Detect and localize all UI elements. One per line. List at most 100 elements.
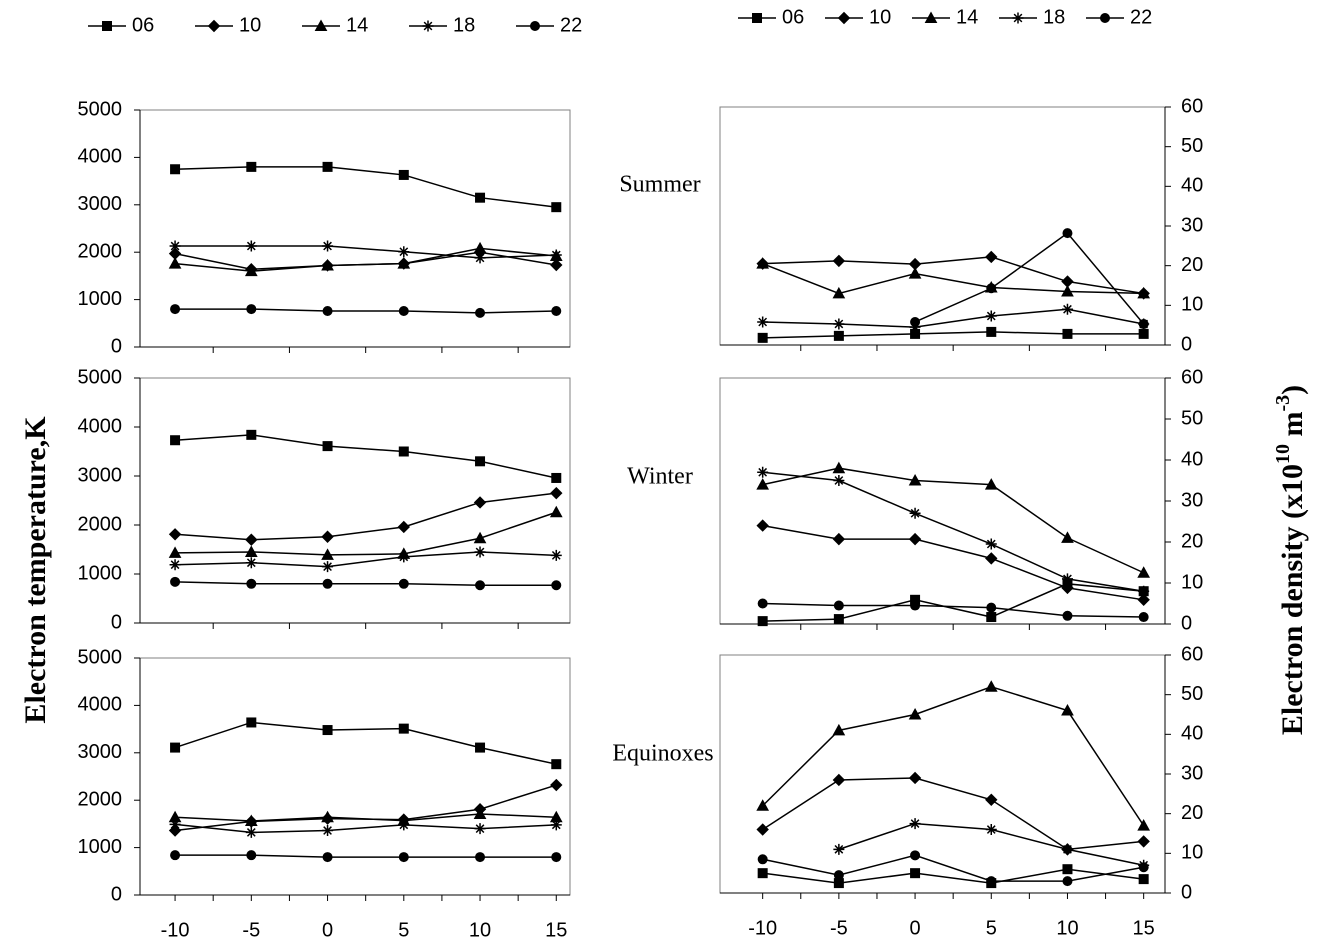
series-line bbox=[762, 262, 1144, 295]
marker bbox=[833, 870, 844, 881]
series-line bbox=[762, 256, 1144, 295]
marker bbox=[322, 561, 334, 573]
marker bbox=[170, 576, 181, 587]
plot-area bbox=[719, 654, 1166, 894]
marker bbox=[1061, 573, 1073, 585]
marker bbox=[1138, 328, 1149, 339]
marker bbox=[550, 819, 562, 831]
marker bbox=[757, 316, 769, 328]
y-tick-label: 5000 bbox=[78, 646, 123, 668]
marker bbox=[909, 507, 921, 519]
marker bbox=[245, 240, 257, 252]
marker bbox=[169, 559, 181, 571]
marker bbox=[1137, 819, 1151, 831]
series-line bbox=[762, 524, 1144, 601]
y-axis-title-part: ) bbox=[1276, 385, 1309, 395]
y-tick-label: 3000 bbox=[78, 741, 123, 763]
legend-label: 18 bbox=[1043, 6, 1065, 28]
marker bbox=[1061, 581, 1074, 595]
series-line bbox=[762, 471, 1144, 592]
marker bbox=[549, 505, 563, 518]
marker bbox=[1137, 835, 1150, 848]
marker bbox=[1062, 864, 1073, 875]
marker bbox=[986, 876, 997, 887]
marker bbox=[321, 530, 334, 543]
marker bbox=[473, 496, 487, 509]
marker bbox=[1138, 612, 1149, 623]
marker bbox=[473, 807, 487, 819]
marker bbox=[1061, 703, 1074, 716]
marker bbox=[474, 252, 486, 264]
x-tick-label: -5 bbox=[830, 917, 848, 939]
y-tick-label: 20 bbox=[1181, 802, 1203, 824]
series-line bbox=[762, 868, 1144, 884]
y-tick-label: 50 bbox=[1181, 135, 1203, 157]
panel-title: Winter bbox=[627, 464, 693, 490]
marker bbox=[314, 19, 328, 31]
marker bbox=[1062, 876, 1073, 887]
y-axis-title: Electron temperature,K bbox=[19, 416, 52, 724]
marker bbox=[833, 330, 844, 341]
marker bbox=[1137, 593, 1150, 607]
marker bbox=[1061, 284, 1074, 297]
y-tick-label: 60 bbox=[1181, 643, 1203, 665]
panel-title: Equinoxes bbox=[612, 741, 713, 767]
marker bbox=[398, 819, 410, 831]
marker bbox=[1012, 12, 1024, 24]
marker bbox=[398, 446, 409, 457]
series-line bbox=[762, 854, 1144, 882]
legend-label: 22 bbox=[1130, 6, 1152, 28]
marker bbox=[1137, 566, 1151, 578]
marker bbox=[398, 852, 409, 863]
marker bbox=[986, 612, 997, 623]
y-tick-label: 1000 bbox=[78, 836, 123, 858]
marker bbox=[422, 20, 434, 32]
marker bbox=[908, 707, 922, 720]
series-line bbox=[762, 583, 1144, 622]
marker bbox=[984, 680, 998, 692]
x-tick-label: 5 bbox=[986, 917, 997, 939]
marker bbox=[398, 551, 410, 563]
marker bbox=[985, 793, 998, 806]
marker bbox=[757, 332, 768, 343]
marker bbox=[757, 868, 768, 879]
marker bbox=[550, 549, 562, 561]
marker bbox=[322, 578, 333, 589]
marker bbox=[986, 283, 997, 294]
marker bbox=[321, 258, 334, 271]
y-tick-label: 40 bbox=[1181, 448, 1203, 470]
y-tick-label: 10 bbox=[1181, 294, 1203, 316]
marker bbox=[474, 546, 486, 558]
marker bbox=[1138, 862, 1149, 873]
x-tick-label: 15 bbox=[545, 919, 567, 941]
marker bbox=[1138, 874, 1149, 885]
marker bbox=[1062, 328, 1073, 339]
marker bbox=[475, 580, 486, 591]
series-line bbox=[175, 854, 557, 858]
marker bbox=[322, 441, 333, 452]
marker bbox=[985, 250, 998, 264]
marker bbox=[756, 478, 770, 490]
marker bbox=[832, 773, 846, 787]
y-tick-label: 5000 bbox=[78, 98, 123, 120]
marker bbox=[398, 723, 409, 734]
series-line bbox=[762, 602, 1144, 618]
legend-label: 14 bbox=[346, 14, 368, 36]
marker bbox=[832, 254, 846, 268]
marker bbox=[551, 202, 562, 213]
marker bbox=[832, 461, 846, 474]
marker bbox=[245, 826, 257, 838]
marker bbox=[244, 264, 258, 277]
marker bbox=[473, 531, 487, 544]
marker bbox=[170, 850, 181, 861]
marker bbox=[550, 486, 563, 500]
marker bbox=[398, 169, 409, 180]
marker bbox=[551, 472, 562, 483]
series-line bbox=[175, 551, 557, 568]
y-tick-label: 4000 bbox=[78, 146, 123, 168]
marker bbox=[475, 456, 486, 467]
marker bbox=[985, 310, 997, 322]
marker bbox=[244, 545, 258, 557]
marker bbox=[550, 778, 563, 792]
